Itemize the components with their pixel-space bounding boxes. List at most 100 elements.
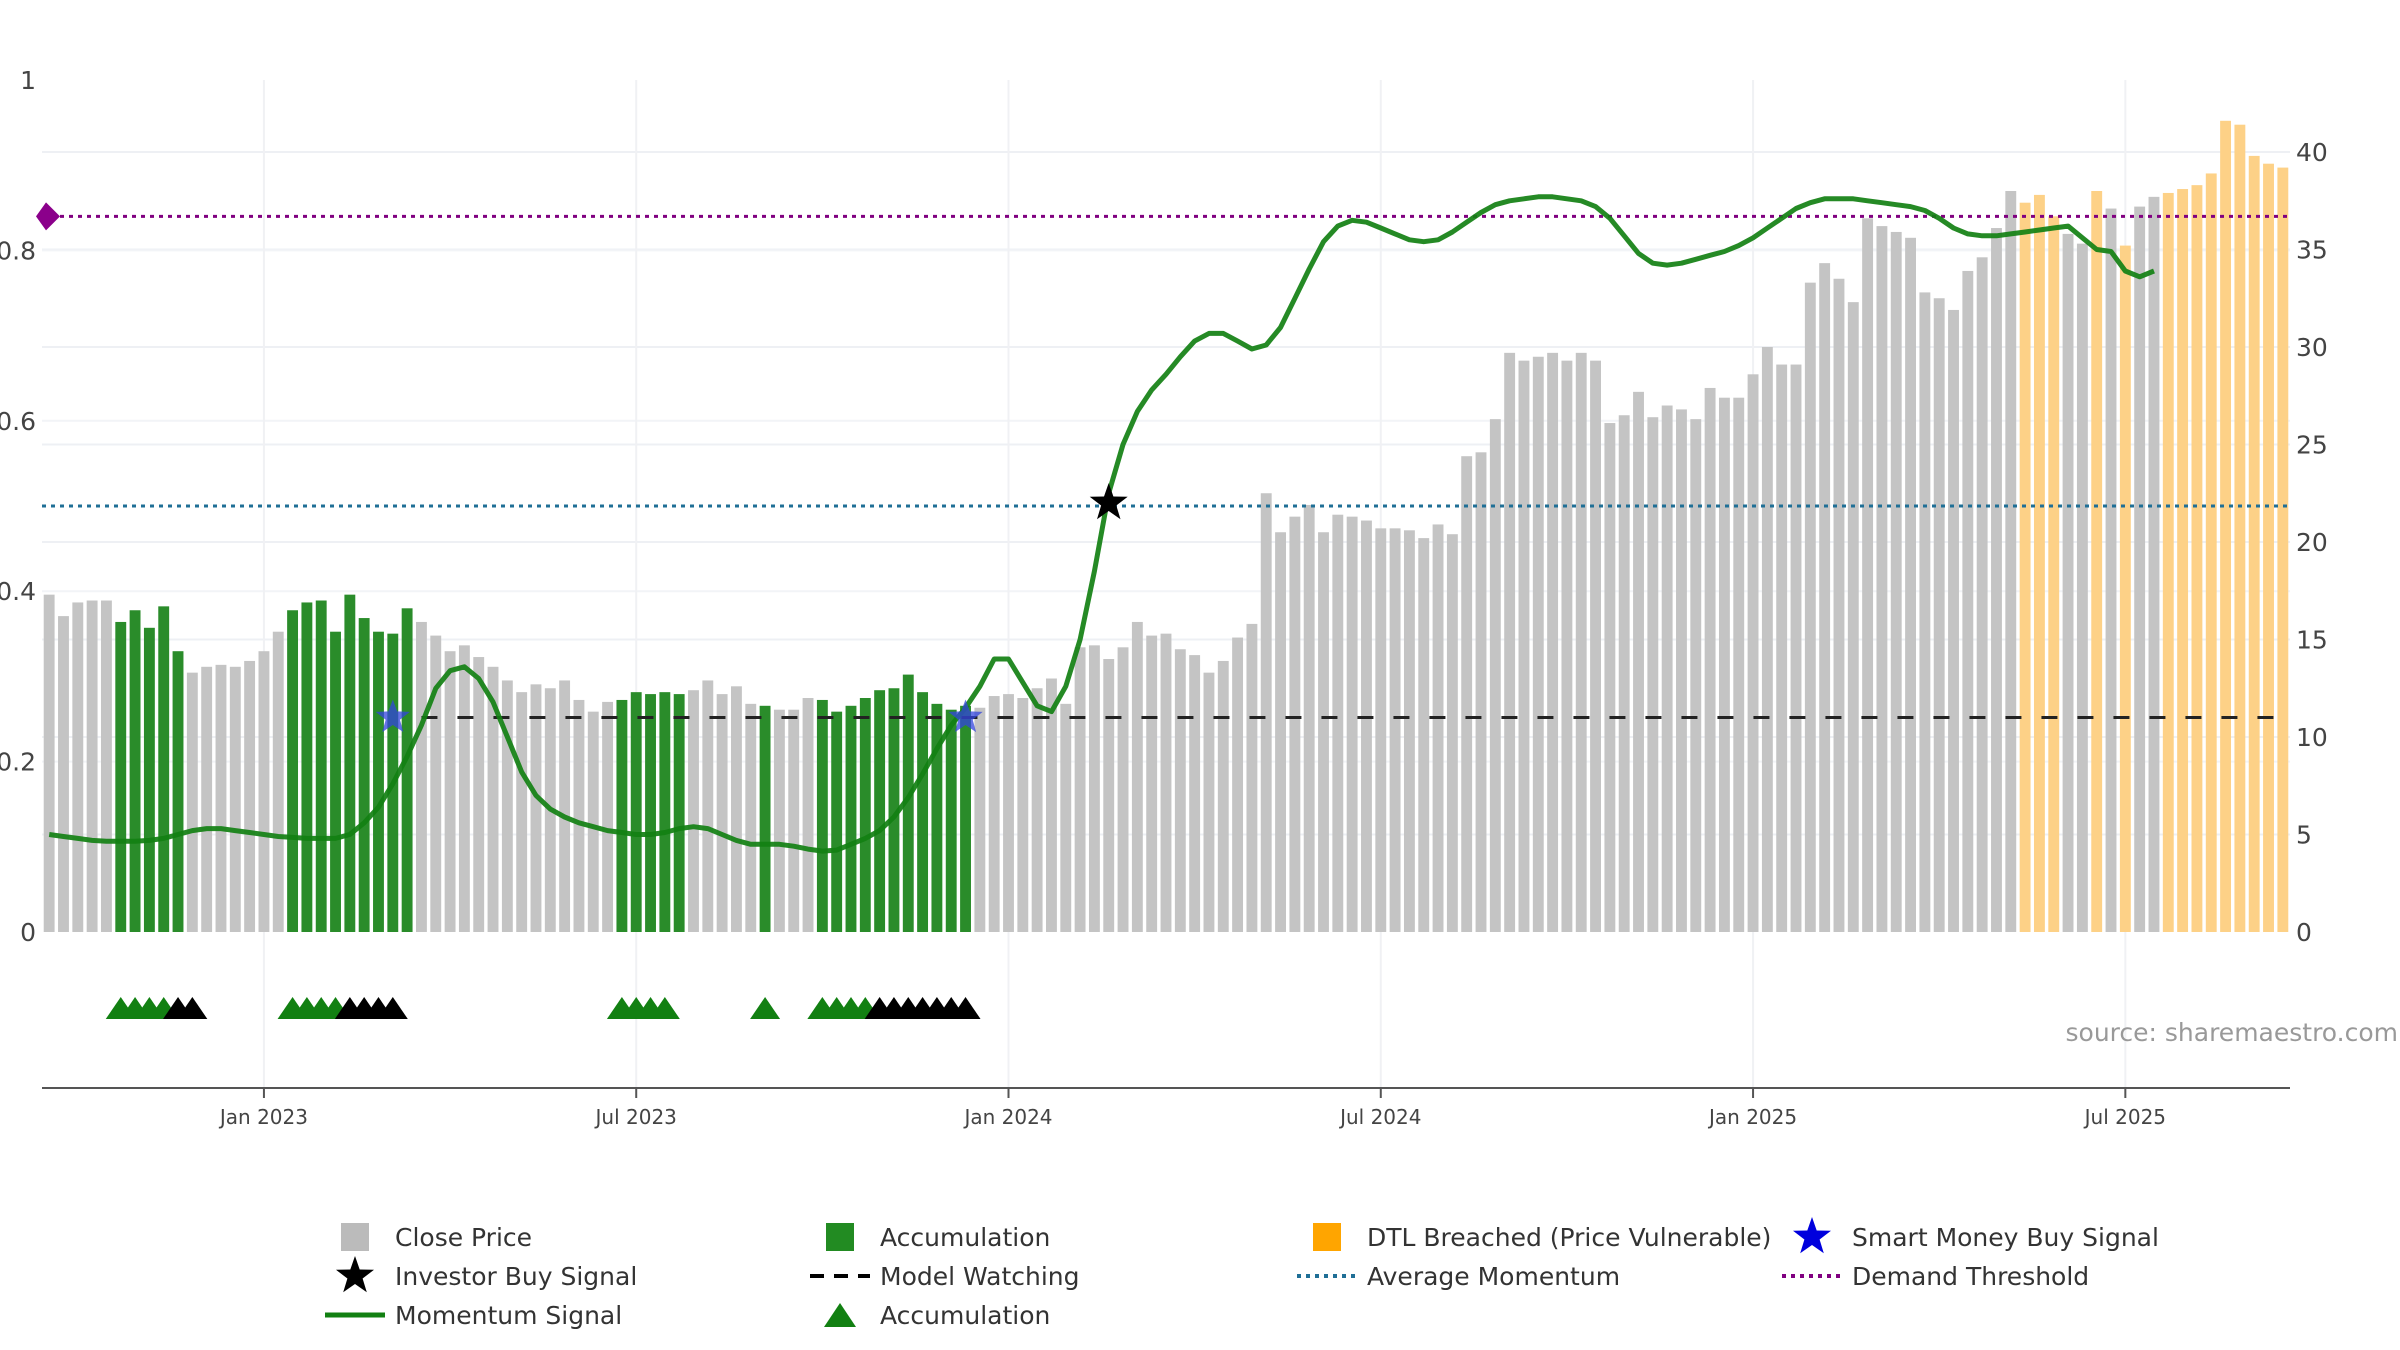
accumulation-bar	[931, 703, 943, 932]
legend-label: Model Watching	[880, 1262, 1080, 1291]
dtl-breached-bar	[2091, 191, 2103, 932]
x-tick-label: Jan 2025	[1707, 1105, 1797, 1129]
accumulation-bar	[158, 606, 170, 932]
legend-label: Close Price	[395, 1223, 532, 1252]
dtl-breached-bar	[2220, 120, 2232, 933]
accumulation-bar	[960, 705, 971, 932]
accumulation-bar	[315, 600, 327, 932]
close-price-bar	[1403, 530, 1415, 932]
close-price-bar	[702, 680, 714, 932]
close-price-bar	[186, 672, 198, 932]
close-price-bar	[1375, 528, 1387, 932]
close-price-bar	[1504, 352, 1516, 933]
close-price-bar	[1174, 649, 1186, 932]
close-price-bar	[1461, 456, 1473, 932]
demand-threshold-marker	[36, 202, 60, 231]
accumulation-bar	[373, 631, 384, 932]
legend-swatch	[341, 1223, 369, 1251]
x-tick-label: Jan 2024	[962, 1105, 1052, 1129]
close-price-bar	[43, 594, 55, 932]
close-price-bar	[1117, 647, 1129, 932]
close-price-bar	[530, 684, 542, 932]
accumulation-bar	[115, 621, 127, 932]
axes: Jan 2023 Jul 2023 Jan 2024 Jul 2024 Jan 2025…	[0, 66, 2328, 1129]
source-label: source: sharemaestro.com	[2066, 1018, 2399, 1047]
legend-swatch	[826, 1223, 854, 1251]
close-price-bar	[1532, 356, 1544, 932]
momentum-series	[48, 194, 2155, 854]
close-price-bar	[1919, 292, 1931, 932]
close-price-bar	[1862, 218, 1874, 933]
close-price-bar	[1776, 364, 1788, 932]
accumulation-bar	[831, 711, 843, 932]
left-tick-label: 0.8	[0, 236, 36, 265]
close-price-bar	[100, 600, 112, 932]
close-price-bar	[516, 692, 528, 932]
legend-label: Average Momentum	[1367, 1262, 1620, 1291]
dtl-breached-bar	[2191, 185, 2203, 932]
price-bars	[43, 120, 2289, 933]
reference-lines	[36, 202, 2290, 719]
right-tick-label: 25	[2296, 431, 2328, 460]
close-price-bar	[1590, 360, 1601, 932]
close-price-bar	[1203, 672, 1215, 932]
close-price-bar	[2005, 191, 2017, 932]
legend-label: DTL Breached (Price Vulnerable)	[1367, 1223, 1771, 1252]
close-price-bar	[1346, 516, 1358, 932]
close-price-bar	[1389, 528, 1401, 932]
dtl-breached-bar	[2205, 173, 2217, 932]
close-price-bar	[1289, 516, 1301, 932]
close-price-bar	[1160, 633, 1172, 932]
close-price-bar	[1332, 514, 1344, 932]
close-price-bar	[1704, 387, 1716, 932]
smart-money-buy-signal	[948, 699, 983, 733]
close-price-bar	[1633, 391, 1644, 933]
accumulation-bar	[172, 651, 184, 932]
close-price-bar	[1418, 538, 1430, 932]
close-price-bar	[1905, 237, 1916, 933]
close-price-bar	[788, 709, 800, 932]
accumulation-marker-black	[177, 997, 208, 1019]
close-price-bar	[731, 686, 742, 932]
legend-label: Investor Buy Signal	[395, 1262, 637, 1291]
close-price-bar	[1790, 364, 1802, 932]
accumulation-bar	[630, 692, 642, 932]
close-price-bar	[587, 711, 599, 932]
right-tick-label: 20	[2296, 528, 2328, 557]
close-price-bar	[1217, 660, 1229, 932]
close-price-bar	[716, 694, 728, 932]
legend: Close Price Accumulation DTL Breached (Pri…	[325, 1217, 2159, 1330]
accumulation-marker	[649, 997, 680, 1019]
close-price-bar	[2134, 206, 2146, 933]
close-price-bar	[1976, 257, 1988, 932]
close-price-bar	[1561, 360, 1573, 932]
close-price-bar	[258, 651, 270, 932]
legend-label: Smart Money Buy Signal	[1852, 1223, 2159, 1252]
close-price-bar	[1804, 282, 1816, 932]
close-price-bar	[1733, 397, 1745, 932]
legend-swatch	[824, 1303, 856, 1327]
close-price-bar	[1833, 278, 1845, 932]
close-price-bar	[2076, 243, 2088, 932]
legend-swatch	[336, 1256, 374, 1293]
right-tick-label: 10	[2296, 723, 2328, 752]
right-tick-label: 35	[2296, 236, 2328, 265]
accumulation-bar	[301, 602, 313, 932]
close-price-bar	[1103, 659, 1115, 932]
accumulation-bar	[287, 610, 299, 932]
accumulation-bar	[401, 608, 413, 932]
dtl-breached-bar	[2248, 155, 2260, 932]
dtl-breached-bar	[2019, 202, 2031, 932]
accumulation-bar	[902, 674, 914, 932]
close-price-bar	[473, 657, 485, 932]
close-price-bar	[1475, 452, 1487, 932]
close-price-bar	[573, 699, 585, 932]
smart-money-buy-signal	[375, 699, 410, 733]
accumulation-bar	[859, 698, 871, 932]
dtl-breached-bar	[2177, 189, 2189, 933]
close-price-bar	[2062, 233, 2074, 932]
legend-swatch	[1793, 1217, 1831, 1254]
close-price-bar	[229, 666, 241, 932]
legend-label: Accumulation	[880, 1301, 1050, 1330]
